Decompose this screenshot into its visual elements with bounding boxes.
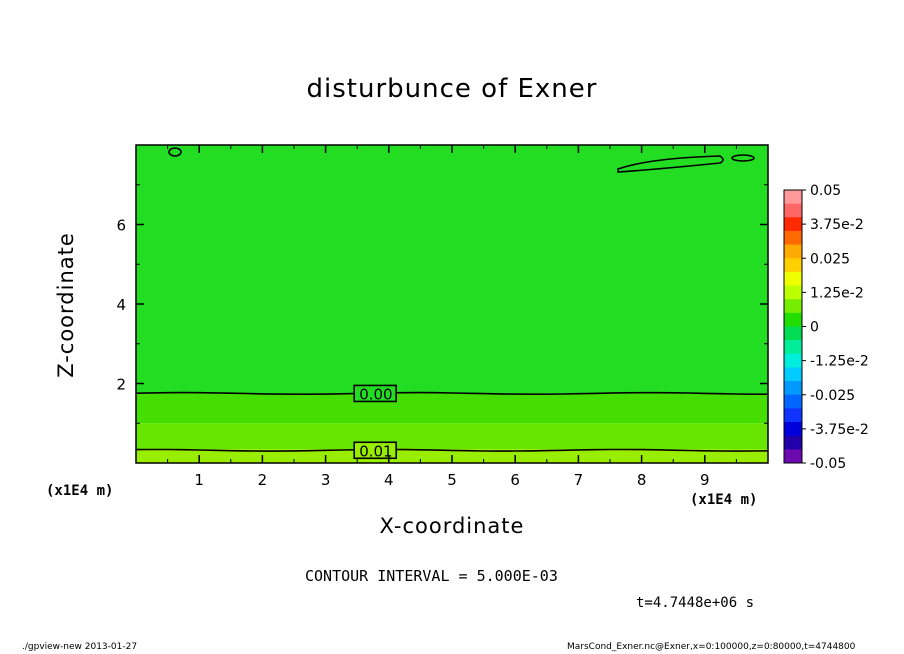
footer-left: ./gpview-new 2013-01-27 xyxy=(22,642,138,652)
contour-interval-text: CONTOUR INTERVAL = 5.000E-03 xyxy=(305,567,558,585)
colorbar-label: -3.75e-2 xyxy=(810,422,869,438)
colorbar-swatch xyxy=(784,340,802,355)
contour-label-bg xyxy=(353,384,398,403)
y-tick-label: 4 xyxy=(116,296,126,314)
x-tick-label: 6 xyxy=(510,471,520,489)
closed-contour xyxy=(731,154,755,162)
colorbar-label: -0.05 xyxy=(810,456,846,472)
x-tick-label: 1 xyxy=(194,471,204,489)
colorbar-swatch xyxy=(784,271,802,287)
colorbar-label: -0.025 xyxy=(810,388,855,404)
contour-label-bg xyxy=(353,441,398,460)
colorbar-label: 0.025 xyxy=(810,251,850,267)
colorbar-swatch xyxy=(784,203,802,218)
contour-line-0.00 xyxy=(135,391,768,395)
time-stamp: t=4.7448e+06 s xyxy=(636,595,755,611)
x-tick-label: 2 xyxy=(258,471,268,489)
y-tick-label: 6 xyxy=(116,217,126,235)
x-unit-label-right: (x1E4 m) xyxy=(690,492,758,508)
colorbar-swatch xyxy=(784,217,802,232)
footer-right: MarsCond_Exner.nc@Exner,x=0:100000,z=0:8… xyxy=(567,642,856,652)
x-tick-label: 3 xyxy=(321,471,331,489)
colorbar-label: 3.75e-2 xyxy=(810,217,864,233)
colorbar-swatch xyxy=(784,258,802,273)
y-axis-label: Z-coordinate xyxy=(54,232,78,378)
colorbar-swatch xyxy=(784,353,802,368)
colorbar-swatch xyxy=(784,408,802,423)
colorbar-swatch xyxy=(784,230,802,246)
colorbar-swatch xyxy=(784,299,802,314)
x-tick-label: 5 xyxy=(447,471,457,489)
y-ticks: 2 4 6 xyxy=(116,184,768,424)
x-ticks: 1 2 3 4 5 6 7 8 9 xyxy=(167,145,737,489)
colorbar-swatch xyxy=(784,367,802,382)
x-axis-label: X-coordinate xyxy=(379,514,525,538)
x-unit-label-left: (x1E4 m) xyxy=(46,483,114,499)
colorbar-swatch xyxy=(784,312,802,327)
x-tick-label: 9 xyxy=(700,471,710,489)
contour-line-0.01 xyxy=(135,448,769,452)
colorbar-swatch xyxy=(784,190,802,205)
x-tick-label: 8 xyxy=(637,471,647,489)
x-tick-label: 7 xyxy=(574,471,584,489)
colorbar-label: -1.25e-2 xyxy=(810,354,869,370)
contour-band-1 xyxy=(136,423,768,450)
colorbar-swatch xyxy=(784,422,802,437)
colorbar: 0.05 3.75e-2 0.025 1.25e-2 0 -1.25e-2 -0.025 -3… xyxy=(783,183,869,472)
y-tick-label: 2 xyxy=(116,376,126,394)
plot-fill xyxy=(136,145,768,463)
contour-label: 0.00 xyxy=(359,385,392,403)
chart-title: disturbunce of Exner xyxy=(306,74,598,104)
contour-lines: 0.00 0.01 xyxy=(135,147,769,460)
x-tick-label: 4 xyxy=(384,471,394,489)
colorbar-swatch xyxy=(784,244,802,259)
colorbar-label: 0 xyxy=(810,320,819,336)
colorbar-swatch xyxy=(784,394,802,409)
contour-band-3 xyxy=(136,145,768,394)
colorbar-label: 1.25e-2 xyxy=(810,285,864,301)
closed-contour xyxy=(168,147,182,157)
colorbar-swatch xyxy=(784,449,802,464)
colorbar-swatch xyxy=(784,435,802,450)
colorbar-swatch xyxy=(784,381,802,396)
closed-contour xyxy=(617,155,724,173)
colorbar-label: 0.05 xyxy=(810,183,841,199)
contour-label: 0.01 xyxy=(359,442,392,460)
colorbar-swatch xyxy=(784,326,802,341)
contour-band-2 xyxy=(136,393,768,424)
colorbar-swatch xyxy=(784,285,802,300)
